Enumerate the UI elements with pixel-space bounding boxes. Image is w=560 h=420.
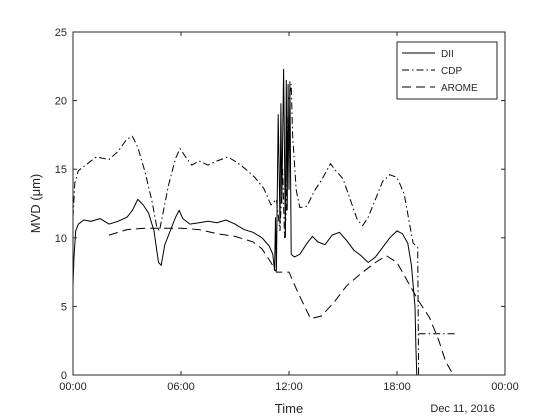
x-tick-label: 18:00 xyxy=(383,381,411,393)
y-tick-label: 0 xyxy=(61,370,67,382)
legend-label-dii: DII xyxy=(441,49,454,60)
y-tick-label: 10 xyxy=(55,233,67,245)
series-line-cdp xyxy=(72,84,420,376)
legend: DII CDP AROME xyxy=(396,41,498,100)
series-line-arome xyxy=(108,227,455,376)
y-tick-label: 15 xyxy=(55,164,67,176)
x-axis-label: Time xyxy=(275,401,303,416)
series-line-dii xyxy=(72,68,418,376)
legend-box xyxy=(396,41,498,100)
plot-lines xyxy=(72,68,455,376)
axis-ticks xyxy=(72,31,506,376)
date-annotation: Dec 11, 2016 xyxy=(430,403,495,415)
y-axis-label: MVD (μm) xyxy=(28,174,43,233)
x-tick-label: 12:00 xyxy=(275,381,303,393)
x-tick-label: 00:00 xyxy=(491,381,519,393)
y-tick-label: 25 xyxy=(55,27,67,39)
x-tick-label: 00:00 xyxy=(59,381,87,393)
y-tick-label: 20 xyxy=(55,96,67,108)
x-tick-label: 06:00 xyxy=(167,381,195,393)
legend-label-cdp: CDP xyxy=(441,66,462,77)
y-tick-label: 5 xyxy=(61,301,67,313)
legend-label-arome: AROME xyxy=(441,83,478,94)
